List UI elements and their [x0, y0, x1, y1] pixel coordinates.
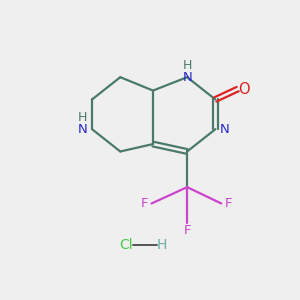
- Text: N: N: [182, 71, 192, 84]
- Text: H: H: [182, 59, 192, 72]
- Text: H: H: [157, 238, 167, 252]
- Text: H: H: [78, 111, 87, 124]
- Text: F: F: [225, 197, 232, 210]
- Text: N: N: [220, 123, 230, 136]
- Text: O: O: [238, 82, 250, 97]
- Text: Cl: Cl: [119, 238, 133, 252]
- Text: N: N: [78, 123, 87, 136]
- Text: F: F: [140, 197, 148, 210]
- Text: F: F: [183, 224, 191, 237]
